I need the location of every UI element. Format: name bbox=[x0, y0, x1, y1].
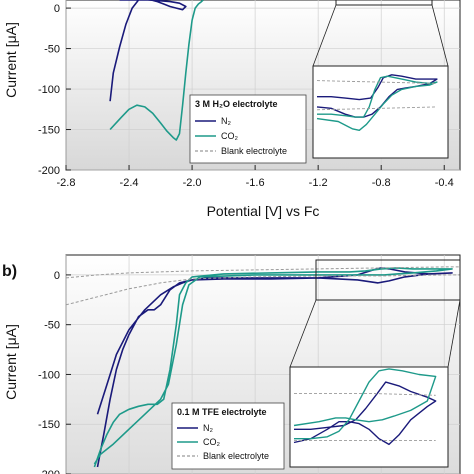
y-tick-label: -50 bbox=[44, 44, 60, 56]
inset-line-co2 bbox=[293, 368, 437, 440]
x-ticks-a: -2.8 -2.4 -2.0 -1.6 -1.2 -0.8 -0.4 bbox=[57, 165, 454, 189]
legend-label-n2-b: N₂ bbox=[203, 423, 213, 433]
inset-frame bbox=[312, 65, 449, 159]
y-tick-label: 0 bbox=[54, 3, 60, 15]
legend-title-a: 3 M H₂O electrolyte bbox=[195, 99, 278, 109]
series-line-n2 bbox=[109, 0, 187, 102]
panel-label-b: b) bbox=[2, 263, 17, 280]
series-line-blank bbox=[66, 266, 460, 279]
x-axis-title-a: Potential [V] vs Fc bbox=[207, 203, 320, 219]
legend-a: 3 M H₂O electrolyte N₂ CO₂ Blank electro… bbox=[189, 94, 307, 164]
y-ticks-b: 0 -50 -100 -150 -200 bbox=[38, 270, 71, 474]
legend-box-b bbox=[171, 402, 285, 470]
inset-connector-b-right bbox=[447, 299, 461, 368]
y-tick-label: -150 bbox=[38, 419, 60, 431]
panel-b: b) 0 -50 -100 -150 -200 Current [μA] 0.1 M T… bbox=[2, 254, 461, 474]
series-line-co2 bbox=[109, 0, 204, 141]
y-ticks-a: 0 -50 -100 -150 -200 bbox=[38, 3, 71, 177]
inset-source-box-b bbox=[315, 259, 461, 301]
y-tick-label: -100 bbox=[38, 369, 60, 381]
series-a bbox=[109, 0, 204, 141]
inset-a bbox=[312, 65, 449, 159]
inset-connector-b-left bbox=[289, 299, 317, 368]
legend-b: 0.1 M TFE electrolyte N₂ CO₂ Blank elect… bbox=[171, 402, 285, 470]
x-tick-label: -0.4 bbox=[435, 177, 454, 189]
y-tick-label: -200 bbox=[38, 165, 60, 177]
panel-a: 0 -50 -100 -150 -200 -2.8 -2.4 -2.0 -1.6 -1.2 -0.… bbox=[3, 0, 461, 219]
x-tick-label: -2.8 bbox=[57, 177, 76, 189]
y-tick-label: -150 bbox=[38, 125, 60, 137]
inset-connector-a-right bbox=[431, 4, 449, 67]
inset-line-blank bbox=[316, 80, 437, 84]
series-line-n2 bbox=[96, 267, 453, 468]
y-axis-title-b: Current [μA] bbox=[3, 324, 19, 400]
legend-label-co2-b: CO₂ bbox=[203, 437, 221, 447]
legend-label-co2-a: CO₂ bbox=[221, 131, 239, 141]
inset-connector-a-left bbox=[312, 4, 337, 67]
x-tick-label: -0.8 bbox=[372, 177, 391, 189]
series-b bbox=[66, 266, 460, 468]
y-tick-label: -100 bbox=[38, 84, 60, 96]
x-tick-label: -1.2 bbox=[309, 177, 328, 189]
inset-b bbox=[289, 366, 449, 468]
x-tick-label: -2.4 bbox=[120, 177, 139, 189]
inset-frame bbox=[289, 366, 449, 468]
x-tick-label: -2.0 bbox=[183, 177, 202, 189]
y-axis-title-a: Current [μA] bbox=[3, 22, 19, 98]
legend-title-b: 0.1 M TFE electrolyte bbox=[177, 407, 267, 417]
x-tick-label: -1.6 bbox=[246, 177, 265, 189]
inset-line-blank bbox=[294, 392, 436, 396]
series-line-blank bbox=[66, 274, 460, 306]
legend-label-blank-a: Blank electrolyte bbox=[221, 146, 287, 156]
y-tick-label: 0 bbox=[54, 270, 60, 282]
inset-source-box-a bbox=[335, 0, 433, 6]
inset-line-co2 bbox=[316, 75, 438, 131]
legend-label-n2-a: N₂ bbox=[221, 116, 231, 126]
legend-box-a bbox=[189, 94, 307, 164]
legend-label-blank-b: Blank electrolyte bbox=[203, 451, 269, 461]
y-tick-label: -200 bbox=[38, 469, 60, 474]
y-tick-label: -50 bbox=[44, 320, 60, 332]
inset-line-blank bbox=[316, 106, 437, 111]
